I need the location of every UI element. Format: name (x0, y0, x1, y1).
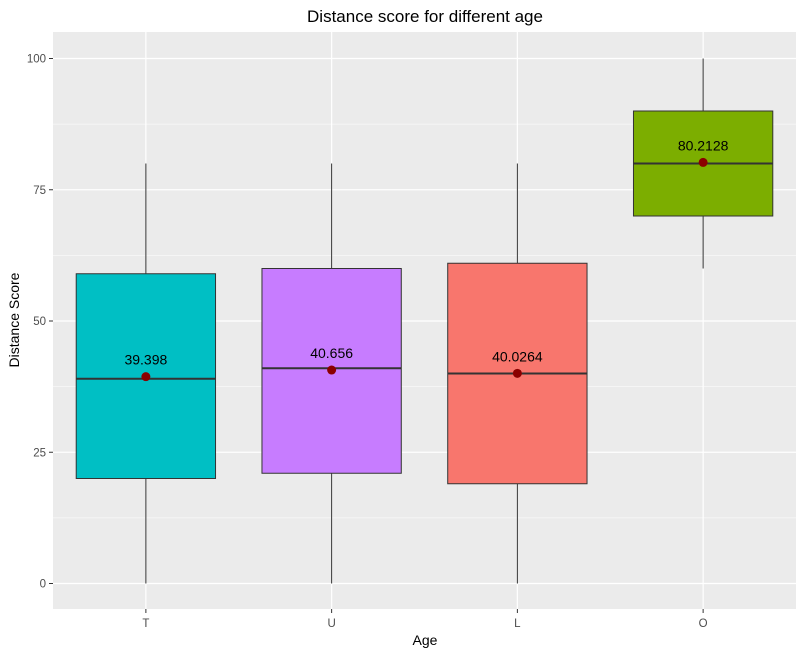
y-tick-label: 50 (33, 316, 46, 328)
y-axis: 0 25 50 75 100 (27, 54, 53, 591)
mean-point (141, 372, 151, 382)
chart-title: Distance score for different age (307, 7, 543, 26)
mean-label: 80.2128 (678, 137, 729, 153)
box-O: 80.2128 (632, 58, 774, 269)
x-tick-label: T (142, 618, 149, 630)
box-U: 40.656 (261, 163, 402, 584)
y-tick-label: 75 (33, 185, 46, 197)
x-tick-label: O (699, 618, 708, 630)
mean-point (512, 368, 522, 378)
y-tick-label: 0 (40, 579, 46, 591)
box-L: 40.0264 (447, 163, 588, 584)
x-tick-label: L (514, 618, 521, 630)
mean-point (327, 365, 337, 375)
box-T: 39.398 (75, 163, 217, 584)
y-axis-title: Distance Score (6, 272, 22, 367)
mean-label: 39.398 (124, 352, 167, 368)
y-tick-label: 25 (33, 447, 46, 459)
box-series: 39.398 40.656 40.0264 80.2128 (75, 58, 774, 584)
y-tick-label: 100 (27, 54, 46, 66)
x-axis-title: Age (413, 632, 438, 648)
mean-label: 40.0264 (492, 348, 543, 364)
mean-point (698, 157, 708, 167)
mean-label: 40.656 (310, 345, 353, 361)
x-tick-label: U (327, 618, 335, 630)
